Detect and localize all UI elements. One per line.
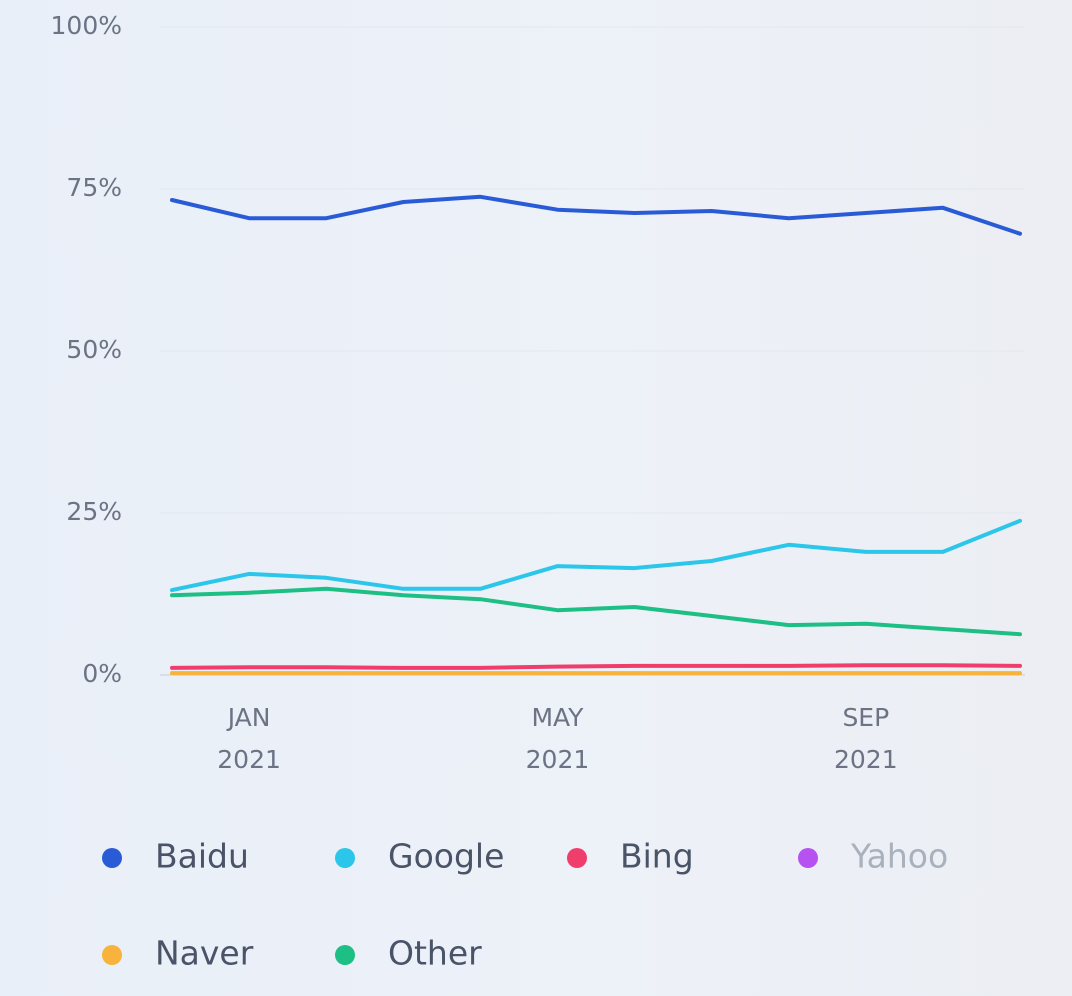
legend-swatch <box>102 848 122 868</box>
x-tick-label: JAN 2021 <box>217 703 281 774</box>
legend-label: Naver <box>155 934 254 973</box>
legend-label: Google <box>388 837 504 876</box>
series-line <box>170 586 1022 637</box>
y-tick-label: 100% <box>51 11 122 40</box>
y-tick-label: 0% <box>82 659 122 688</box>
x-tick-label: SEP 2021 <box>834 703 898 774</box>
legend-swatch <box>567 848 587 868</box>
legend-swatch <box>335 945 355 965</box>
legend-label: Bing <box>620 837 694 876</box>
y-tick-label: 25% <box>66 497 122 526</box>
series-line <box>170 194 1022 236</box>
series-line <box>170 518 1022 593</box>
legend-swatch <box>102 945 122 965</box>
legend-label: Baidu <box>155 837 249 876</box>
x-tick-label: MAY 2021 <box>525 703 590 774</box>
series-line <box>170 663 1022 670</box>
y-tick-label: 75% <box>66 173 122 202</box>
legend-swatch <box>798 848 818 868</box>
legend-label: Other <box>388 934 482 973</box>
legend-label: Yahoo <box>850 837 948 876</box>
y-tick-label: 50% <box>66 335 122 364</box>
legend-swatch <box>335 848 355 868</box>
